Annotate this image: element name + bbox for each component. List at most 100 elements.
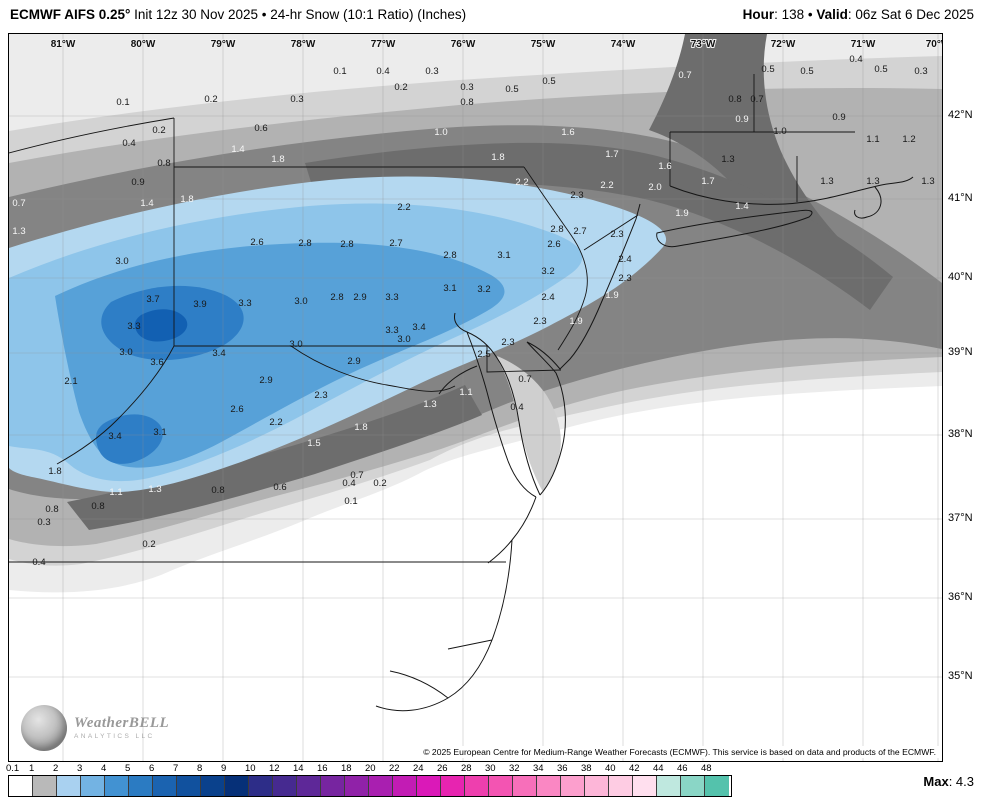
colorbar-tick: 6 [149,763,155,774]
snow-amount-label: 0.6 [254,123,267,134]
colorbar-tick: 32 [509,763,520,774]
snow-amount-label: 0.5 [874,64,887,75]
snow-amount-label: 0.3 [290,94,303,105]
colorbar-tick: 16 [317,763,328,774]
weatherbell-subtitle: ANALYTICS LLC [74,733,155,740]
snow-amount-label: 0.4 [122,138,135,149]
longitude-labels: 81°W 80°W 79°W 78°W 77°W 76°W 75°W 74°W 73°W 72°W… [50,38,942,51]
colorbar-tick: 36 [557,763,568,774]
colorbar-tick: 4 [101,763,107,774]
snow-amount-label: 2.8 [330,292,343,303]
colorbar-cell [393,776,417,796]
snow-amount-label: 1.0 [434,127,447,138]
colorbar-tick: 44 [653,763,664,774]
snow-amount-label: 0.2 [394,82,407,93]
colorbar-tick: 18 [341,763,352,774]
colorbar-tick: 28 [461,763,472,774]
snow-amount-label: 2.6 [547,239,560,250]
colorbar-tick: 38 [581,763,592,774]
snow-amount-label: 1.7 [701,176,714,187]
snow-amount-label: 0.5 [505,84,518,95]
snow-amount-label: 1.3 [12,226,25,237]
snow-amount-label: 3.4 [108,431,121,442]
snow-amount-label: 1.1 [459,387,472,398]
snow-amount-label: 2.9 [353,292,366,303]
snow-amount-label: 0.7 [12,198,25,209]
colorbar-cell [705,776,729,796]
colorbar-cell [417,776,441,796]
colorbar-cell [345,776,369,796]
colorbar-cell [609,776,633,796]
snow-amount-label: 0.5 [542,76,555,87]
snow-amount-label: 1.8 [354,422,367,433]
snow-amount-label: 1.9 [675,208,688,219]
colorbar-tick: 20 [365,763,376,774]
colorbar-cell [465,776,489,796]
coastline [375,176,914,712]
weatherbell-logo: WeatherBELL ANALYTICS LLC [21,705,169,751]
colorbar-tick: 40 [605,763,616,774]
snow-amount-label: 0.8 [157,158,170,169]
snow-amount-label: 0.2 [142,539,155,550]
snow-amount-label: 3.2 [541,266,554,277]
model-name: ECMWF AIFS 0.25° [10,7,131,22]
snow-amount-label: 3.0 [119,347,132,358]
snow-amount-label: 2.4 [541,292,554,303]
latitude-label: 39°N [948,346,973,358]
longitude-label: 74°W [611,39,636,50]
colorbar-tick: 10 [245,763,256,774]
snow-amount-label: 3.9 [193,299,206,310]
colorbar-cell [297,776,321,796]
snow-amount-label: 1.3 [866,176,879,187]
snow-amount-label: 0.2 [373,478,386,489]
state-borders [9,74,855,563]
snowfall-colorbar: 0.1 1 2 3 4 5 6 7 8 9 10 12 14 16 18 20 22 24 26 28 30 32 34 36… [6,763,768,797]
valid-value: : 06z Sat 6 Dec 2025 [847,7,974,22]
snow-amount-label: 1.6 [658,161,671,172]
snow-amount-label: 1.3 [921,176,934,187]
colorbar-cell [129,776,153,796]
colorbar-tick: 1 [29,763,35,774]
snow-amount-label: 0.4 [849,54,862,65]
colorbar-cell [561,776,585,796]
snow-amount-label: 3.4 [212,348,225,359]
snow-amount-label: 0.7 [750,94,763,105]
snow-amount-label: 0.5 [800,66,813,77]
latlon-grid [9,34,942,761]
colorbar-cell [177,776,201,796]
snow-amount-label: 1.5 [307,438,320,449]
colorbar-tick: 2 [53,763,59,774]
colorbar-cell [201,776,225,796]
snow-amount-label: 1.8 [48,466,61,477]
snow-amount-label: 1.9 [605,290,618,301]
header-bar: ECMWF AIFS 0.25° Init 12z 30 Nov 2025 • … [0,0,984,33]
valid-label: Valid [816,7,848,22]
hour-value: : 138 • [774,7,817,22]
colorbar-tick: 22 [389,763,400,774]
snow-amount-label: 2.5 [477,349,490,360]
max-label: Max [923,774,949,789]
snow-amount-label: 0.3 [425,66,438,77]
colorbar-cell [33,776,57,796]
snow-amount-label: 0.9 [131,177,144,188]
latitude-label: 40°N [948,271,973,283]
colorbar-tick: 48 [701,763,712,774]
snow-amount-label: 1.8 [491,152,504,163]
snow-amount-label: 2.9 [347,356,360,367]
max-number: : 4.3 [948,774,974,789]
snow-amount-label: 3.1 [497,250,510,261]
snow-amount-label: 0.5 [761,64,774,75]
snow-amount-label: 1.9 [569,316,582,327]
snow-amount-label: 1.3 [721,154,734,165]
colorbar-cell [585,776,609,796]
snow-amount-label: 1.3 [148,484,161,495]
snow-amount-label: 1.8 [271,154,284,165]
longitude-label: 81°W [51,39,76,50]
longitude-label: 72°W [771,39,796,50]
colorbar-tick: 7 [173,763,179,774]
map-title: ECMWF AIFS 0.25° Init 12z 30 Nov 2025 • … [10,7,466,22]
snow-amount-label: 2.3 [570,190,583,201]
valid-time: Hour: 138 • Valid: 06z Sat 6 Dec 2025 [743,7,974,22]
snow-amount-label: 3.0 [115,256,128,267]
snow-amount-label: 0.3 [37,517,50,528]
